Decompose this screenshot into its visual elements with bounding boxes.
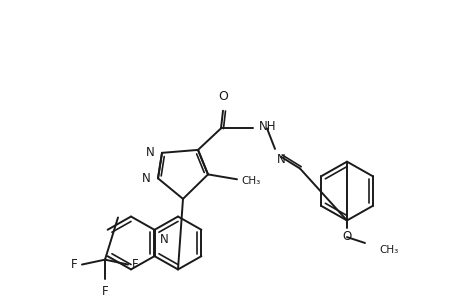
- Text: O: O: [341, 230, 351, 243]
- Text: NH: NH: [258, 120, 276, 133]
- Text: F: F: [101, 285, 108, 298]
- Text: N: N: [159, 233, 168, 246]
- Text: N: N: [146, 146, 155, 159]
- Text: N: N: [142, 172, 151, 185]
- Text: CH₃: CH₃: [241, 176, 260, 186]
- Text: CH₃: CH₃: [378, 245, 397, 255]
- Text: F: F: [132, 258, 138, 271]
- Text: O: O: [218, 90, 228, 103]
- Text: F: F: [71, 258, 78, 271]
- Text: N: N: [276, 153, 285, 166]
